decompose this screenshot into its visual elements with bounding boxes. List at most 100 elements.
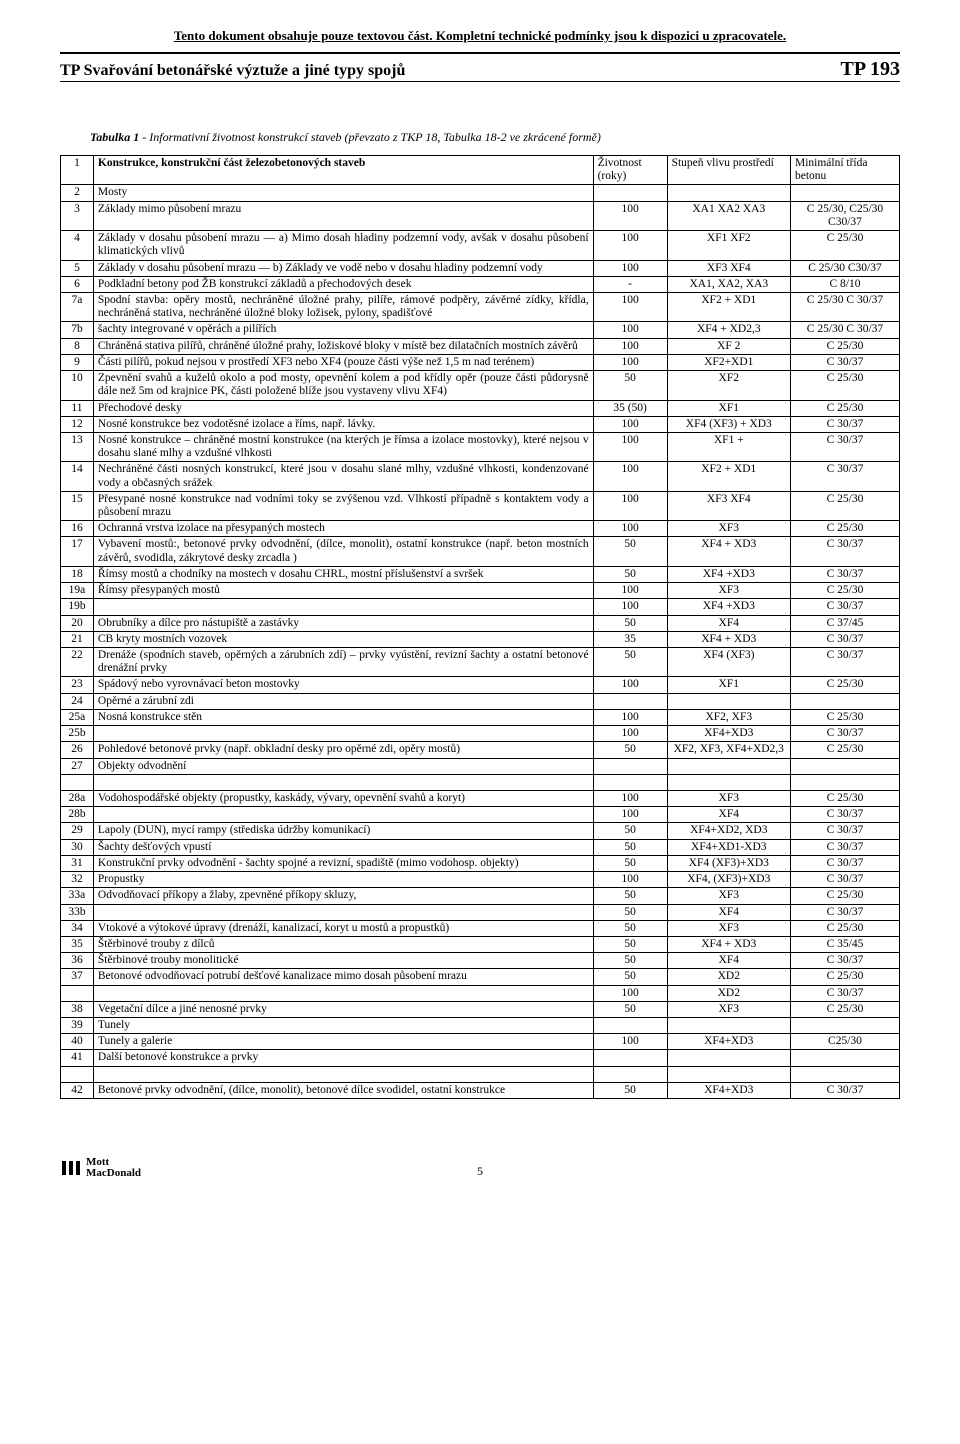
table-row: 31Konstrukční prvky odvodnění - šachty s… [61,855,900,871]
row-class [790,758,899,774]
row-num: 25b [61,726,94,742]
row-life [593,1018,667,1034]
logo-text: Mott MacDonald [86,1157,141,1179]
row-num: 39 [61,1018,94,1034]
row-life: 50 [593,823,667,839]
row-life: 100 [593,292,667,321]
row-env: XF2 + XD1 [667,462,790,491]
row-desc: Základy v dosahu působení mrazu — a) Mim… [93,231,593,260]
row-env: XF3 [667,1001,790,1017]
row-life: 50 [593,371,667,400]
row-class: C 30/37 [790,726,899,742]
table-row: 41Další betonové konstrukce a prvky [61,1050,900,1066]
row-num: 41 [61,1050,94,1066]
row-num: 19a [61,583,94,599]
row-life: 50 [593,953,667,969]
row-life [593,1050,667,1066]
row-life: 50 [593,566,667,582]
row-num: 23 [61,677,94,693]
row-class: C 30/37 [790,807,899,823]
row-life: 100 [593,985,667,1001]
row-env: XF4+XD3 [667,726,790,742]
row-desc: Spodní stavba: opěry mostů, nechráněné ú… [93,292,593,321]
row-desc: Nosná konstrukce stěn [93,709,593,725]
row-life: 100 [593,416,667,432]
row-env: XF4 [667,807,790,823]
row-desc: Lapoly (DUN), mycí rampy (střediska údrž… [93,823,593,839]
row-life: 50 [593,920,667,936]
table-row: 12Nosné konstrukce bez vodotěsné izolace… [61,416,900,432]
row-num: 33a [61,888,94,904]
logo-text-2: MacDonald [86,1168,141,1179]
row-desc: Vodohospodářské objekty (propustky, kask… [93,790,593,806]
row-life: 50 [593,904,667,920]
row-class: C 25/30 [790,583,899,599]
row-desc: Obrubníky a dílce pro nástupiště a zastá… [93,615,593,631]
table-row: 26Pohledové betonové prvky (např. obklad… [61,742,900,758]
row-life: 50 [593,648,667,677]
row-class: C 30/37 [790,354,899,370]
table-row: 11Přechodové desky35 (50)XF1C 25/30 [61,400,900,416]
row-life: 50 [593,839,667,855]
table-row: 28b100XF4C 30/37 [61,807,900,823]
table-caption: Tabulka 1 - Informativní životnost konst… [90,130,900,145]
row-env: XF4 +XD3 [667,599,790,615]
row-env: XA1 XA2 XA3 [667,201,790,230]
row-env: XF3 [667,888,790,904]
row-env: XF4 + XD3 [667,631,790,647]
row-num: 13 [61,432,94,461]
table-row: 6Podkladní betony pod ŽB konstrukcí zákl… [61,276,900,292]
row-desc: Nosné konstrukce – chráněné mostní konst… [93,432,593,461]
row-class: C 25/30 [790,677,899,693]
row-class: C 25/30 [790,371,899,400]
row-desc: Základy mimo působení mrazu [93,201,593,230]
row-desc: Pohledové betonové prvky (např. obkladní… [93,742,593,758]
row-desc [93,599,593,615]
row-env: XF4+XD2, XD3 [667,823,790,839]
table-row: 40Tunely a galerie100XF4+XD3C25/30 [61,1034,900,1050]
page-number: 5 [477,1164,483,1179]
table-row: 37Betonové odvodňovací potrubí dešťové k… [61,969,900,985]
row-life: 100 [593,322,667,338]
row-desc: Vybavení mostů:, betonové prvky odvodněn… [93,537,593,566]
row-num: 29 [61,823,94,839]
row-env: XF4 (XF3)+XD3 [667,855,790,871]
row-class: C 25/30 [790,491,899,520]
row-num: 32 [61,872,94,888]
table-header-row-1: 1 Konstrukce, konstrukční část železobet… [61,156,900,185]
row-desc: Štěrbinové trouby monolitické [93,953,593,969]
table-row: 13Nosné konstrukce – chráněné mostní kon… [61,432,900,461]
row-num: 34 [61,920,94,936]
row-desc: Propustky [93,872,593,888]
row-env: XF4 + XD3 [667,936,790,952]
row-desc [93,726,593,742]
row-num [61,985,94,1001]
row-env: XF2 + XD1 [667,292,790,321]
row-desc: Ochranná vrstva izolace na přesypaných m… [93,521,593,537]
row-class: C 25/30 [790,742,899,758]
row-num: 3 [61,201,94,230]
row-env: XF 2 [667,338,790,354]
caption-label: Tabulka 1 [90,130,139,144]
row-desc: Části pilířů, pokud nejsou v prostředí X… [93,354,593,370]
row-desc: Nechráněné části nosných konstrukcí, kte… [93,462,593,491]
row-class: C 30/37 [790,953,899,969]
row-desc: Konstrukční prvky odvodnění - šachty spo… [93,855,593,871]
row-desc: CB kryty mostních vozovek [93,631,593,647]
row-desc: Šachty dešťových vpustí [93,839,593,855]
page-footer: Mott MacDonald 5 [60,1139,900,1179]
row-env: XF4 [667,953,790,969]
row-desc: Další betonové konstrukce a prvky [93,1050,593,1066]
row-num: 40 [61,1034,94,1050]
row-desc: Tunely a galerie [93,1034,593,1050]
row-env: XF4+XD1-XD3 [667,839,790,855]
row-env: XF4 [667,615,790,631]
table-row: 21CB kryty mostních vozovek35XF4 + XD3C … [61,631,900,647]
row-life: 100 [593,807,667,823]
row-env: XF4 (XF3) [667,648,790,677]
row-num: 7b [61,322,94,338]
row-env: XF4 + XD3 [667,537,790,566]
table-row: 22Drenáže (spodních staveb, opěrných a z… [61,648,900,677]
row-class: C 25/30 C30/37 [790,260,899,276]
row-env: XF2+XD1 [667,354,790,370]
